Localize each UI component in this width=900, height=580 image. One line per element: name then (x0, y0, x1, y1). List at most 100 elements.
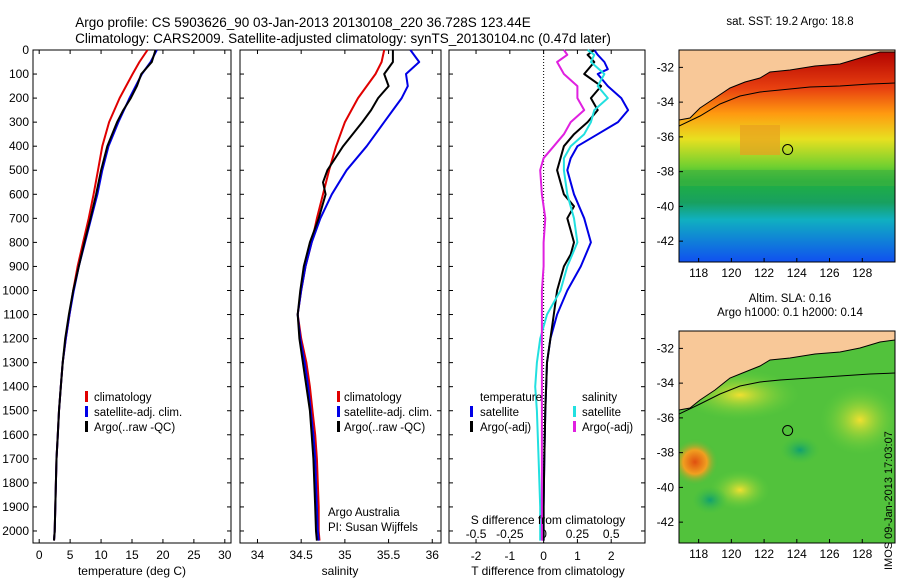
annotation-pi: PI: Susan Wijffels (328, 522, 418, 534)
legend-swatch-climatology (337, 391, 340, 402)
series-line-climatology (53, 49, 149, 541)
imos-timestamp: IMOS 09-Jan-2013 17:03:07 (883, 431, 895, 570)
series-line-salinity-satellite (534, 49, 609, 541)
difference-xlabel: T difference from climatology (471, 564, 625, 578)
temperature-panel: 0 5 10 15 20 25 30 temperature (deg C) climato… (32, 49, 232, 578)
y-tick-label: 900 (9, 259, 29, 273)
legend-label-argo: Argo(..raw -QC) (94, 422, 175, 434)
sst-map-frame (678, 49, 896, 263)
map-x-tick-label: 122 (754, 547, 774, 561)
y-tick-label: 0 (22, 43, 29, 57)
legend-swatch-climatology (85, 391, 88, 402)
y-tick-label: 1000 (2, 283, 29, 297)
sst-depth-contour (679, 82, 895, 127)
x-tick-label: 20 (156, 548, 170, 562)
map-y-tick-label: -42 (657, 234, 675, 248)
legend-label-sal-argo: Argo(-adj) (582, 422, 633, 434)
legend-label-satellite: satellite-adj. clim. (94, 407, 182, 419)
map-y-tick-label: -36 (657, 411, 675, 425)
legend-header-salinity: salinity (582, 392, 617, 404)
y-tick-label: 1600 (2, 428, 29, 442)
temperature-legend: climatology satellite-adj. clim. Argo(..… (85, 391, 182, 434)
map-x-tick-label: 126 (820, 547, 840, 561)
sst-float-marker (782, 144, 794, 156)
map-x-tick-label: 118 (689, 266, 708, 280)
y-tick-label: 300 (9, 115, 29, 129)
annotation-argo-australia: Argo Australia (328, 507, 400, 519)
map-x-tick-label: 120 (721, 266, 741, 280)
map-y-tick-label: -32 (657, 341, 675, 355)
sla-teal-patch (692, 486, 728, 514)
sla-map: Altim. SLA: 0.16 Argo h1000: 0.1 h2000: … (657, 293, 896, 561)
x-tick-label-secondary: 0.5 (603, 527, 620, 541)
salinity-axes-frame (239, 49, 442, 544)
y-tick-label: 200 (9, 91, 29, 105)
legend-swatch-satellite (85, 406, 88, 417)
map-y-tick-label: -38 (657, 165, 675, 179)
map-y-tick-label: -36 (657, 130, 675, 144)
map-x-tick-label: 120 (721, 547, 741, 561)
sla-teal-patch-2 (780, 436, 820, 464)
series-line-climatology (296, 49, 386, 541)
y-tick-label: 100 (9, 67, 29, 81)
difference-panel: -2 -1 0 1 2-0.5 -0.25 0 0.25 0.5 S difference fr… (448, 49, 646, 578)
x-tick-label-secondary: -0.25 (496, 527, 524, 541)
x-tick-label: 1 (574, 549, 581, 563)
temperature-xlabel: temperature (deg C) (78, 564, 186, 578)
difference-axes-frame (448, 49, 646, 544)
series-line-argo-raw-qc- (53, 49, 157, 541)
x-tick-label: 36 (426, 548, 440, 562)
y-tick-label: 500 (9, 163, 29, 177)
x-tick-label-secondary: 0.25 (566, 527, 590, 541)
map-x-tick-label: 128 (852, 266, 872, 280)
legend-label-sal-satellite: satellite (582, 407, 621, 419)
legend-label-satellite: satellite-adj. clim. (344, 407, 432, 419)
series-line-satellite-adj-clim- (296, 49, 421, 541)
x-tick-label: 15 (125, 548, 139, 562)
sla-land (679, 331, 895, 410)
legend-swatch-argo (337, 421, 340, 432)
y-tick-label: 700 (9, 211, 29, 225)
y-tick-label: 1900 (2, 500, 29, 514)
salinity-panel: 34 34.5 35 35.5 36 salinity climatology sate… (239, 49, 442, 578)
legend-swatch-satellite (337, 406, 340, 417)
y-tick-label: 1300 (2, 356, 29, 370)
legend-header-temperature: temperature (480, 392, 542, 404)
x-tick-label: 35 (338, 548, 352, 562)
y-tick-label: 400 (9, 139, 29, 153)
y-tick-label: 1700 (2, 452, 29, 466)
difference-legend: temperature satellite Argo(-adj) salinit… (470, 392, 633, 434)
legend-label-temp-argo: Argo(-adj) (480, 422, 531, 434)
sla-map-frame (678, 330, 896, 544)
x-tick-label: 5 (67, 548, 74, 562)
series-line-satellite-adj-clim- (53, 49, 158, 541)
sst-map-title: sat. SST: 19.2 Argo: 18.8 (726, 16, 853, 28)
y-tick-label: 1100 (3, 308, 29, 322)
sla-red-patch (679, 438, 719, 486)
x-tick-label-secondary: -0.5 (466, 527, 487, 541)
figure-title-line1: Argo profile: CS 5903626_90 03-Jan-2013 … (75, 15, 531, 30)
legend-swatch-sal-satellite (573, 406, 576, 417)
x-tick-label: 34 (251, 548, 265, 562)
map-y-tick-label: -32 (657, 60, 675, 74)
legend-swatch-argo (85, 421, 88, 432)
map-x-tick-label: 126 (820, 266, 840, 280)
x-tick-label: -2 (471, 549, 482, 563)
map-x-tick-label: 124 (787, 266, 807, 280)
sla-float-marker (782, 425, 794, 437)
y-tick-label: 2000 (2, 524, 29, 538)
series-line-argo-raw-qc- (296, 50, 394, 541)
x-tick-label: 30 (218, 548, 232, 562)
sla-map-title-line1: Altim. SLA: 0.16 (749, 293, 831, 305)
map-x-tick-label: 118 (689, 547, 708, 561)
sst-land (679, 50, 895, 120)
y-tick-label: 1200 (2, 332, 29, 346)
y-tick-label: 1500 (2, 404, 29, 418)
legend-swatch-temp-satellite (470, 406, 473, 417)
legend-label-temp-satellite: satellite (480, 407, 519, 419)
legend-label-climatology: climatology (344, 392, 402, 404)
sla-depth-contour (679, 372, 895, 415)
x-tick-label: 0 (36, 548, 43, 562)
x-tick-label: 25 (187, 548, 201, 562)
